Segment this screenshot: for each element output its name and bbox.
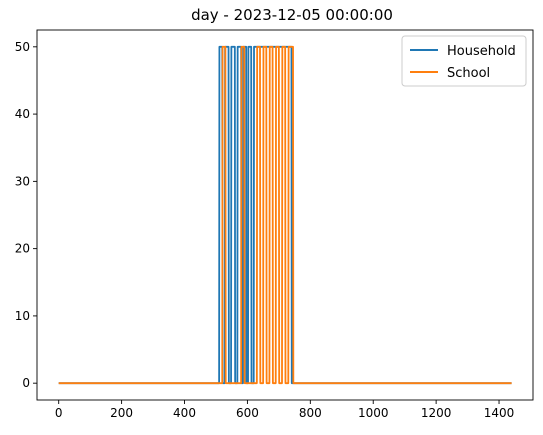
x-tick-label: 800 <box>299 406 322 420</box>
x-tick-label: 600 <box>236 406 259 420</box>
series-layer <box>58 45 512 385</box>
axes-layer: 0 200 400 600 800 1000 1200 1400 0 10 20 30 40 50 <box>15 29 534 420</box>
legend-label: Household <box>447 44 516 59</box>
x-tick-label: 200 <box>110 406 133 420</box>
y-tick-label: 10 <box>15 309 30 323</box>
y-tick-label: 0 <box>22 376 30 390</box>
legend-label: School <box>447 66 490 81</box>
axes-frame <box>36 29 534 401</box>
series-line-school <box>58 45 512 385</box>
x-tick-label: 1000 <box>358 406 389 420</box>
y-tick-label: 30 <box>15 174 30 188</box>
legend: Household School <box>401 35 527 87</box>
y-tick-label: 50 <box>15 40 30 54</box>
y-tick-label: 20 <box>15 242 30 256</box>
x-tick-label: 0 <box>55 406 63 420</box>
legend-box <box>401 35 527 87</box>
chart-title: day - 2023-12-05 00:00:00 <box>191 6 393 24</box>
x-tick-label: 1200 <box>421 406 452 420</box>
x-tick-label: 400 <box>173 406 196 420</box>
x-tick-label: 1400 <box>484 406 515 420</box>
y-tick-label: 40 <box>15 107 30 121</box>
